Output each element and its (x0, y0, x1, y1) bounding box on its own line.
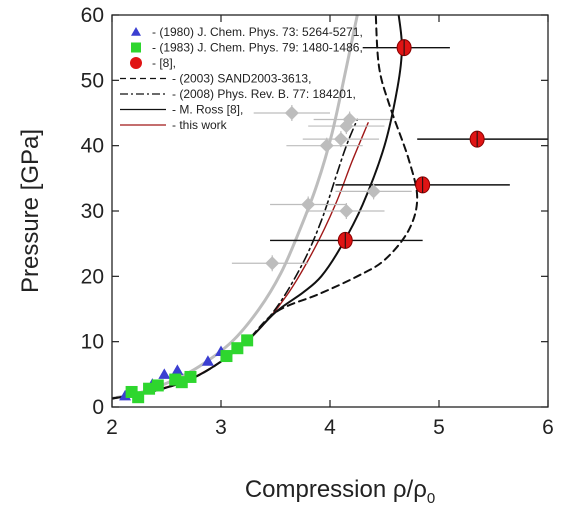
y-tick-label: 20 (81, 265, 104, 288)
square-point (151, 379, 164, 392)
square-point (231, 342, 244, 355)
y-tick-label: 60 (81, 4, 104, 27)
y-tick-label: 40 (81, 135, 104, 158)
diamond-point (319, 138, 334, 153)
y-tick-label: 30 (81, 200, 104, 223)
y-tick-label: 50 (81, 69, 104, 92)
y-axis-title: Pressure [GPa] (17, 129, 44, 293)
x-axis-title-main: Compression ρ/ρ (245, 476, 427, 503)
x-tick-label: 5 (433, 416, 445, 439)
triangle-point (158, 368, 171, 379)
x-axis-title: Compression ρ/ρ0 (245, 476, 435, 507)
diamond-point (339, 204, 354, 218)
diamond-point (333, 132, 348, 147)
square-point (241, 334, 254, 347)
legend-label: - [8], (152, 56, 176, 70)
legend-label: - (1980) J. Chem. Phys. 73: 5264-5271, (152, 25, 363, 39)
curve-dashed (112, 15, 419, 400)
square-point (220, 350, 233, 363)
data-points (119, 39, 485, 404)
legend-label: - (2003) SAND2003-3613, (172, 72, 311, 86)
diamond-point (265, 256, 280, 271)
diamond-point (342, 112, 357, 127)
x-tick-label: 4 (324, 416, 336, 439)
square-point (125, 385, 138, 398)
diamond-point (301, 197, 316, 212)
legend-label: - M. Ross [8], (172, 103, 243, 117)
triangle-point (201, 355, 214, 366)
x-tick-label: 3 (215, 416, 227, 439)
curve-darkred (112, 122, 369, 400)
square-point (184, 370, 197, 383)
legend-marker-triangle (131, 27, 141, 36)
triangle-point (171, 364, 184, 375)
legend-label: - this work (172, 118, 228, 132)
diamond-point (284, 106, 299, 120)
x-axis-title-subscript: 0 (427, 490, 435, 507)
legend-marker-square (131, 42, 141, 53)
legend: - (1980) J. Chem. Phys. 73: 5264-5271, - … (120, 25, 363, 132)
x-tick-label: 6 (542, 416, 554, 439)
y-tick-label: 0 (92, 396, 104, 419)
legend-label: - (2008) Phys. Rev. B. 77: 184201, (172, 87, 356, 101)
curve-dashdot (112, 118, 359, 400)
legend-label: - (1983) J. Chem. Phys. 79: 1480-1486, (152, 41, 363, 55)
x-tick-label: 2 (106, 416, 118, 439)
square-point (132, 391, 145, 404)
diamond-point (366, 184, 381, 199)
legend-marker-circle (130, 57, 142, 69)
y-tick-label: 10 (81, 331, 104, 354)
